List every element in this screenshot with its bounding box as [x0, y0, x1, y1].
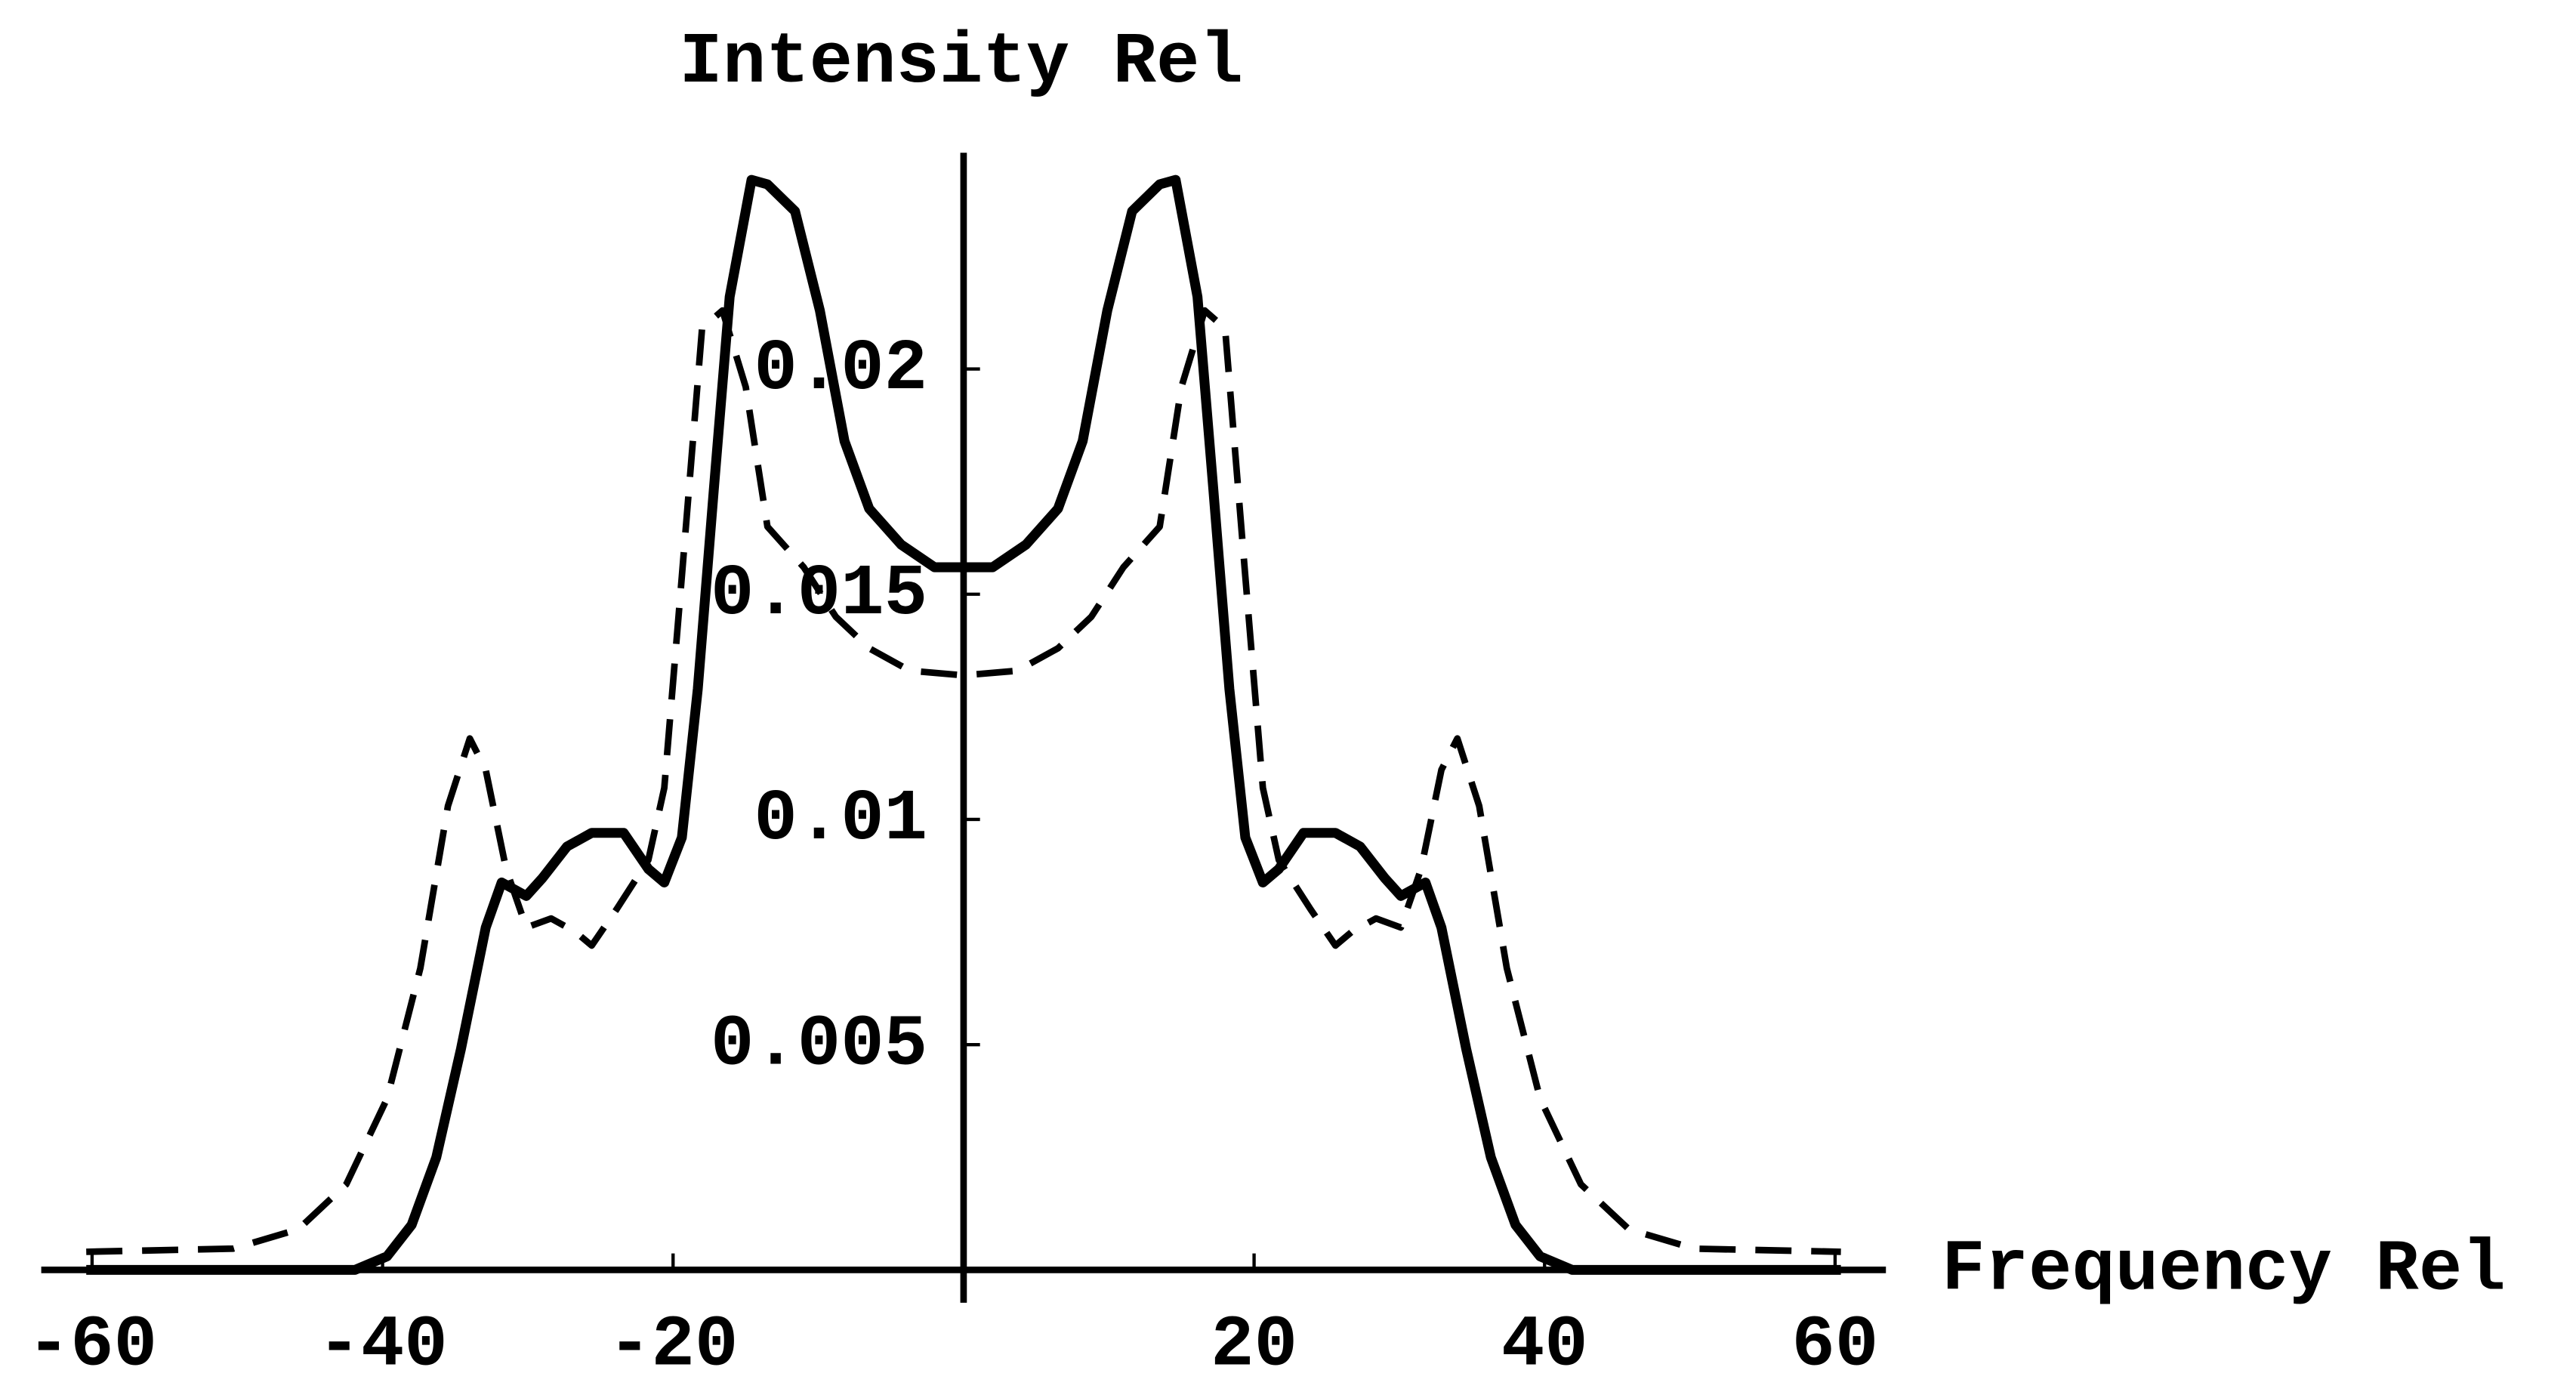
- y-tick-label: 0.005: [711, 1003, 927, 1085]
- y-axis-label: Intensity Rel: [679, 21, 1242, 103]
- x-tick-label: 60: [1791, 1304, 1878, 1387]
- x-tick-label: 40: [1501, 1304, 1588, 1387]
- x-tick-label: -20: [608, 1304, 738, 1387]
- x-tick-label: -60: [27, 1304, 157, 1387]
- y-tick-label: 0.01: [754, 778, 927, 860]
- dashed-line: [86, 307, 1841, 1255]
- x-tick-label: -40: [317, 1304, 447, 1387]
- solid-line: [86, 174, 1841, 1275]
- x-axis-label: Frequency Rel: [1942, 1229, 2505, 1311]
- x-tick-label: 20: [1211, 1304, 1297, 1387]
